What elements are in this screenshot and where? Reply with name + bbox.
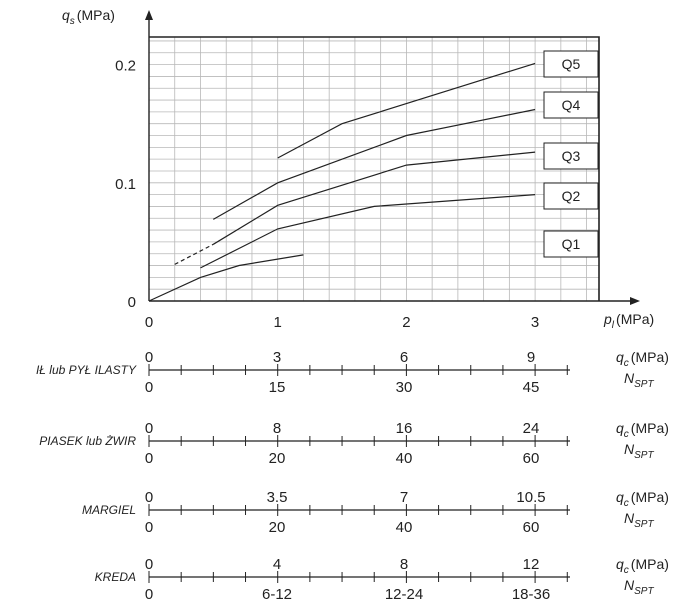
qc-value: 0 <box>145 420 153 437</box>
qc-value: 3.5 <box>267 489 288 506</box>
series-label-box: Q3 <box>543 142 599 170</box>
conversion-scale: PIASEK lub ŻWIR 0 8 16 24 0 20 40 60 <box>39 420 570 467</box>
nspt-value: 18-36 <box>512 586 550 601</box>
conversion-scale: MARGIEL 0 3.5 7 10.5 0 20 40 60 <box>82 489 570 536</box>
series-label: Q1 <box>562 236 581 252</box>
qc-value: 0 <box>145 556 153 573</box>
nspt-unit-label: NSPT <box>624 441 654 461</box>
series-label-box: Q2 <box>543 182 599 210</box>
series-label-box: Q5 <box>543 50 599 78</box>
qc-unit-label: qc (MPa) <box>616 420 669 440</box>
soil-name: KREDA <box>95 570 136 584</box>
series-label: Q4 <box>562 97 581 113</box>
series-line-q5 <box>277 62 536 159</box>
series-line-q3 <box>212 151 536 245</box>
series-label-frame <box>543 230 599 258</box>
qc-unit-label: qc (MPa) <box>616 556 669 576</box>
series-label-frame <box>543 91 599 119</box>
conversion-scale: IŁ lub PYŁ ILASTY 0 3 6 9 0 15 30 45 <box>36 349 570 396</box>
nspt-value: 60 <box>523 450 540 467</box>
qc-value: 8 <box>273 420 281 437</box>
conversion-scale: KREDA 0 4 8 12 0 6-12 12-24 18-36 <box>95 556 570 601</box>
nspt-unit-label: NSPT <box>624 370 654 390</box>
nspt-value: 6-12 <box>262 586 292 601</box>
series-label-frame <box>543 142 599 170</box>
nspt-value: 20 <box>269 450 286 467</box>
x-tick-label: 2 <box>402 314 410 331</box>
qc-value: 16 <box>396 420 413 437</box>
y-tick-label: 0.1 <box>115 176 136 193</box>
series-line-q4 <box>213 108 536 220</box>
nspt-unit-label: NSPT <box>624 577 654 597</box>
series-label-frame <box>543 50 599 78</box>
grid <box>149 37 599 301</box>
nspt-value: 0 <box>145 519 153 536</box>
y-axis-arrow <box>145 10 153 20</box>
series-label-box: Q4 <box>543 91 599 119</box>
nspt-value: 12-24 <box>385 586 423 601</box>
nspt-value: 40 <box>396 519 413 536</box>
soil-name: MARGIEL <box>82 503 136 517</box>
series-label: Q3 <box>562 148 581 164</box>
series-label-frame <box>543 182 599 210</box>
nspt-value: 0 <box>145 586 153 601</box>
x-axis-label: pl (MPa) <box>603 311 654 331</box>
y-tick-label: 0.2 <box>115 58 136 75</box>
qc-value: 4 <box>273 556 281 573</box>
qc-value: 6 <box>400 349 408 366</box>
qc-value: 10.5 <box>516 489 545 506</box>
nspt-value: 45 <box>523 379 540 396</box>
series-label: Q5 <box>562 56 581 72</box>
qc-value: 0 <box>145 349 153 366</box>
nspt-value: 40 <box>396 450 413 467</box>
series-line-q1 <box>148 254 304 302</box>
nspt-value: 0 <box>145 379 153 396</box>
qc-unit-label: qc (MPa) <box>616 489 669 509</box>
qc-value: 9 <box>527 349 535 366</box>
plot-frame <box>149 36 600 301</box>
nspt-value: 20 <box>269 519 286 536</box>
x-axis-arrow <box>630 297 640 305</box>
x-tick-label: 1 <box>274 314 282 331</box>
nspt-value: 60 <box>523 519 540 536</box>
y-axis-label: qs (MPa) <box>62 7 115 27</box>
series-line-dashed <box>174 243 214 265</box>
series-line-q2 <box>200 194 536 269</box>
series-label: Q2 <box>562 188 581 204</box>
soil-name: PIASEK lub ŻWIR <box>39 434 136 448</box>
nspt-value: 30 <box>396 379 413 396</box>
nspt-unit-label: NSPT <box>624 510 654 530</box>
qc-value: 0 <box>145 489 153 506</box>
qc-value: 3 <box>273 349 281 366</box>
y-tick-label: 0 <box>128 294 136 311</box>
nspt-value: 15 <box>269 379 286 396</box>
qc-value: 8 <box>400 556 408 573</box>
qc-unit-label: qc (MPa) <box>616 349 669 369</box>
x-tick-label: 0 <box>145 314 153 331</box>
x-tick-label: 3 <box>531 314 539 331</box>
qc-value: 24 <box>523 420 540 437</box>
qc-value: 12 <box>523 556 540 573</box>
nspt-value: 0 <box>145 450 153 467</box>
series-label-box: Q1 <box>543 230 599 258</box>
soil-name: IŁ lub PYŁ ILASTY <box>36 363 137 377</box>
qc-value: 7 <box>400 489 408 506</box>
